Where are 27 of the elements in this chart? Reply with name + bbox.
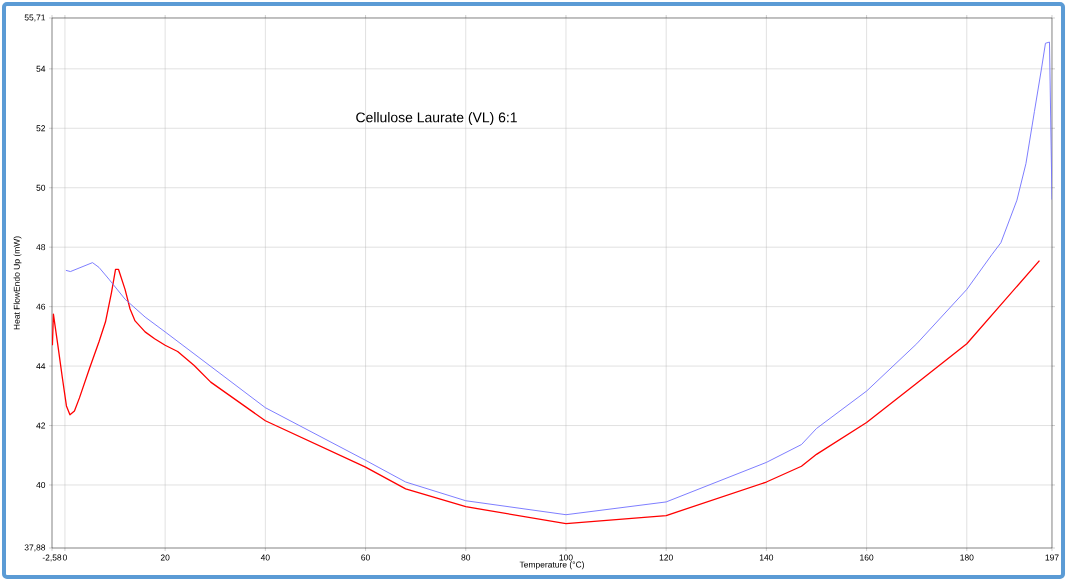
y-tick-label: 37,88 xyxy=(24,544,46,552)
x-tick-label: 197 xyxy=(1045,554,1059,561)
y-tick-label: 42 xyxy=(36,422,46,429)
line-series xyxy=(52,259,1041,525)
y-tick-label: 44 xyxy=(36,363,46,369)
line-series xyxy=(65,41,1052,516)
x-tick-label: 20 xyxy=(160,554,170,561)
y-axis-title: Heat FlowEndo Up (mW) xyxy=(13,236,22,330)
y-tick-label: 55,71 xyxy=(24,14,46,22)
y-tick-label: 40 xyxy=(36,481,46,488)
y-tick-label: 50 xyxy=(36,184,46,191)
x-tick-label: 0 xyxy=(62,554,67,561)
x-tick-label: 180 xyxy=(960,554,974,561)
x-tick-label: 120 xyxy=(659,554,673,561)
x-tick-label: 160 xyxy=(860,554,874,561)
x-axis-title: Temperature (°C) xyxy=(519,561,584,570)
x-tick-label: -2,58 xyxy=(42,554,62,562)
y-tick-label: 48 xyxy=(36,244,46,251)
x-tick-label: 40 xyxy=(260,554,270,561)
x-tick-label: 80 xyxy=(461,554,471,561)
x-tick-label: 140 xyxy=(759,554,774,561)
y-tick-label: 54 xyxy=(36,65,46,72)
text: Cellulose Laurate (VL) 6:1 xyxy=(356,112,517,126)
y-tick-label: 52 xyxy=(36,125,46,132)
y-tick-label: 46 xyxy=(36,303,46,310)
x-tick-label: 100 xyxy=(559,554,573,561)
x-tick-label: 60 xyxy=(361,554,370,561)
